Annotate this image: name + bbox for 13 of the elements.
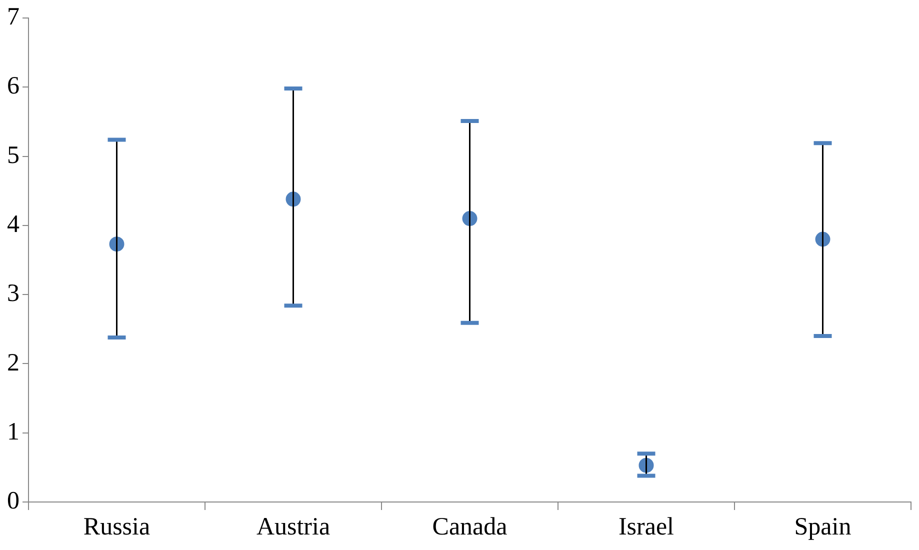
- x-tick-label: Israel: [618, 514, 674, 541]
- x-tick-label: Russia: [83, 514, 150, 541]
- y-tick-label: 7: [7, 4, 20, 31]
- x-tick-label: Canada: [432, 514, 508, 541]
- x-tick-label: Spain: [794, 514, 852, 541]
- y-tick-label: 0: [7, 488, 20, 515]
- y-tick-label: 1: [7, 418, 20, 446]
- y-tick-label: 4: [7, 210, 20, 238]
- y-tick-label: 2: [7, 349, 20, 376]
- y-tick-label: 6: [7, 72, 20, 100]
- x-tick-label: Austria: [256, 514, 330, 541]
- y-tick-label: 3: [7, 280, 20, 308]
- y-tick-label: 5: [7, 142, 20, 169]
